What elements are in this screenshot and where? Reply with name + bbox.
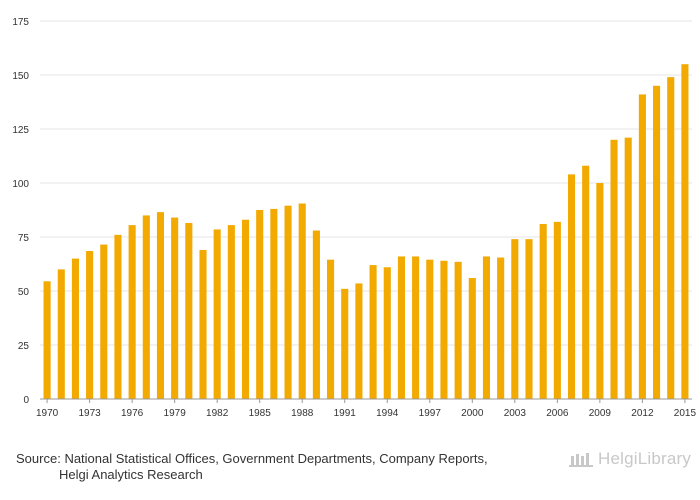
bar-1982 [213, 229, 221, 399]
x-tick-label: 2000 [461, 408, 484, 419]
bar-1992 [355, 283, 363, 399]
bar-1993 [369, 265, 377, 399]
bar-1970 [43, 281, 51, 399]
x-tick-label: 1985 [249, 408, 272, 419]
x-axis: 1970 1973 1976 1979 1982 1985 1988 1991 1994 1997… [36, 399, 697, 419]
y-tick-label: 75 [18, 233, 30, 244]
x-tick-label: 1970 [36, 408, 59, 419]
bar-1977 [142, 215, 150, 399]
x-tick-label: 1994 [376, 408, 399, 419]
bar-1974 [100, 244, 108, 399]
bar-2007 [567, 174, 576, 399]
bar-2010 [610, 139, 618, 400]
bar-1990 [327, 259, 335, 399]
bar-1988 [298, 203, 306, 399]
bar-1983 [227, 225, 235, 399]
x-tick-label: 1973 [78, 408, 101, 419]
bar-2005 [539, 224, 547, 399]
x-tick-label: 2009 [589, 408, 612, 419]
logo-text: HelgiLibrary [598, 449, 692, 468]
bar-2009 [596, 183, 604, 399]
y-axis: 0 25 50 75 100 125 150 175 [12, 17, 29, 406]
bar-1981 [199, 249, 207, 399]
bar-2011 [624, 137, 632, 399]
bar-2006 [553, 221, 561, 399]
bar-2002 [497, 257, 505, 399]
bar-2015 [681, 64, 689, 399]
bar-1999 [454, 261, 462, 399]
y-tick-label: 0 [23, 395, 29, 406]
bar-1971 [57, 269, 65, 399]
x-tick-label: 2012 [631, 408, 654, 419]
bar-series [43, 64, 689, 400]
x-tick-label: 1982 [206, 408, 229, 419]
y-tick-label: 175 [12, 17, 29, 28]
bar-2008 [582, 165, 590, 399]
bar-2004 [525, 239, 533, 399]
y-tick-label: 150 [12, 71, 29, 82]
bar-1994 [383, 267, 391, 399]
bar-1995 [397, 256, 405, 399]
y-tick-label: 100 [12, 179, 29, 190]
x-tick-label: 1997 [419, 408, 442, 419]
bar-1978 [156, 212, 165, 399]
grid-lines [40, 20, 692, 346]
x-tick-label: 1976 [121, 408, 144, 419]
bar-1984 [241, 219, 250, 399]
bar-1985 [256, 210, 264, 399]
bar-2003 [511, 239, 519, 399]
x-tick-label: 1991 [334, 408, 357, 419]
bar-1979 [171, 217, 179, 399]
bar-chart: 0 25 50 75 100 125 150 175 1970 1973 1976 1979 1982… [12, 17, 697, 419]
bar-1980 [185, 222, 193, 399]
x-tick-label: 2006 [546, 408, 569, 419]
bar-1973 [86, 251, 94, 399]
library-columns-icon [569, 453, 593, 467]
bar-1997 [426, 259, 434, 399]
bar-1987 [284, 205, 292, 399]
x-tick-label: 2015 [674, 408, 697, 419]
y-tick-label: 50 [18, 287, 30, 298]
bar-2012 [638, 94, 646, 399]
y-tick-label: 25 [18, 341, 30, 352]
bar-1986 [270, 208, 278, 399]
y-tick-label: 125 [12, 125, 29, 136]
bar-1998 [440, 260, 448, 399]
bar-2001 [482, 256, 491, 399]
bar-1996 [412, 256, 420, 399]
source-note: Source: National Statistical Offices, Go… [16, 451, 576, 483]
bar-2013 [653, 85, 661, 400]
bar-1991 [341, 288, 349, 399]
bar-2014 [667, 77, 675, 399]
bar-1989 [312, 230, 320, 399]
helgilibrary-logo: HelgiLibrary [568, 448, 691, 470]
source-line-2: Helgi Analytics Research [59, 467, 203, 482]
bar-1976 [128, 225, 136, 399]
bar-1975 [114, 234, 122, 399]
x-tick-label: 1988 [291, 408, 314, 419]
x-tick-label: 2003 [504, 408, 527, 419]
x-tick-label: 1979 [164, 408, 187, 419]
bar-2000 [468, 278, 476, 399]
source-label: Source: [16, 451, 61, 466]
bar-1972 [71, 258, 79, 399]
source-line-1: National Statistical Offices, Government… [64, 451, 488, 466]
